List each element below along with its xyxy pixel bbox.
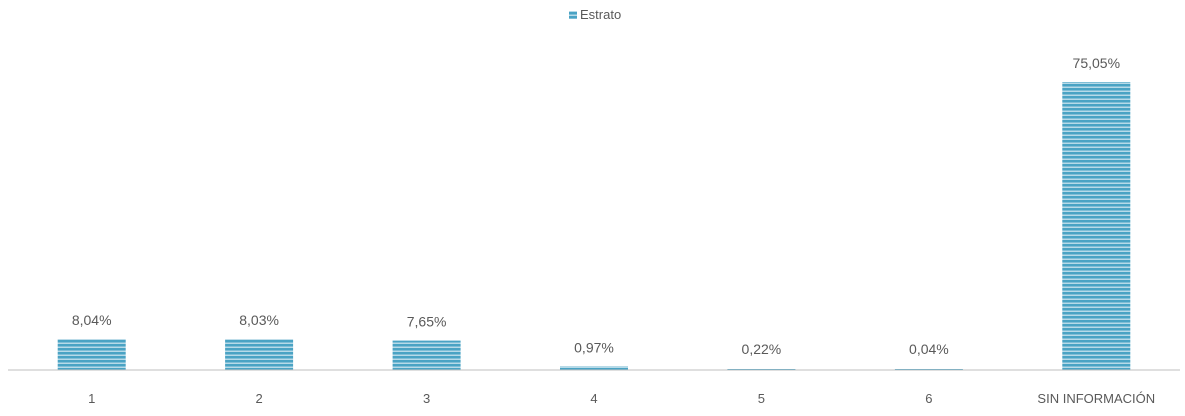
legend-label-estrato: Estrato xyxy=(580,7,621,22)
data-label-1: 8,04% xyxy=(72,312,112,328)
x-tick-label-2: 2 xyxy=(255,391,262,406)
data-label-5: 0,22% xyxy=(742,341,782,357)
bar-2 xyxy=(225,339,294,370)
bar-1 xyxy=(57,339,126,370)
legend-swatch xyxy=(569,11,577,19)
data-label-7: 75,05% xyxy=(1073,55,1120,71)
x-tick-labels-group: 1 2 3 4 5 6 SIN INFORMACIÓN xyxy=(88,391,1155,406)
x-tick-label-7: SIN INFORMACIÓN xyxy=(1037,391,1155,406)
legend: Estrato xyxy=(569,7,621,22)
x-tick-label-5: 5 xyxy=(758,391,765,406)
data-label-4: 0,97% xyxy=(574,339,614,355)
x-tick-label-4: 4 xyxy=(590,391,597,406)
data-label-2: 8,03% xyxy=(239,312,279,328)
data-labels-group: 8,04% 8,03% 7,65% 0,97% 0,22% 0,04% 75,05% xyxy=(72,55,1120,357)
x-tick-label-6: 6 xyxy=(925,391,932,406)
data-label-3: 7,65% xyxy=(407,314,447,330)
data-label-6: 0,04% xyxy=(909,341,949,357)
x-tick-label-3: 3 xyxy=(423,391,430,406)
x-tick-label-1: 1 xyxy=(88,391,95,406)
bar-4 xyxy=(560,366,628,370)
bar-7 xyxy=(1062,82,1131,370)
bars-group xyxy=(57,82,1131,370)
bar-3 xyxy=(392,340,461,370)
